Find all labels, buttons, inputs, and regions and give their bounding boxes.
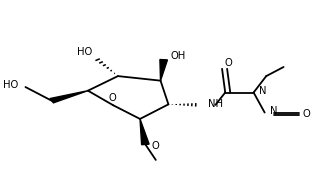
Text: O: O [225, 58, 232, 68]
Text: NH: NH [209, 99, 224, 109]
Polygon shape [140, 119, 149, 145]
Text: OH: OH [170, 51, 186, 61]
Polygon shape [160, 60, 168, 81]
Text: N: N [270, 106, 278, 116]
Text: HO: HO [77, 47, 92, 57]
Text: O: O [108, 93, 116, 103]
Text: O: O [152, 141, 159, 151]
Polygon shape [50, 91, 88, 103]
Text: O: O [303, 109, 310, 119]
Text: HO: HO [3, 80, 19, 90]
Text: N: N [259, 86, 267, 96]
